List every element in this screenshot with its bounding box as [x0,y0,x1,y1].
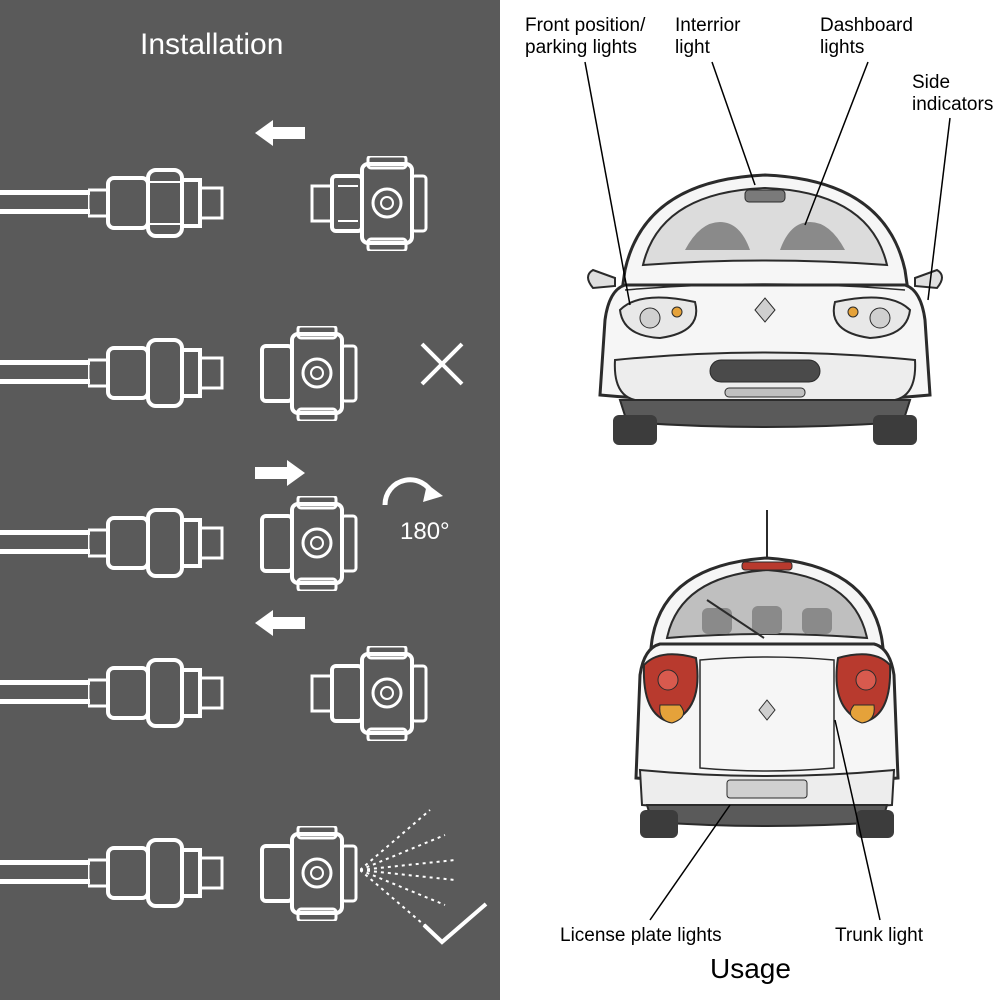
arrow-right-icon [255,460,305,486]
led-bulb-icon [240,496,360,591]
x-mark-icon [418,340,466,388]
install-step-4 [0,640,500,760]
label-line: Side [912,72,950,93]
wires [0,360,90,384]
label-line: indicators [912,94,993,115]
led-bulb-icon [240,326,360,421]
led-bulb-icon [310,156,430,251]
check-mark-icon [420,900,490,950]
socket-icon [88,508,238,578]
leader-lines [500,0,1000,1000]
wires [0,680,90,704]
wires [0,190,90,214]
socket-icon [88,168,238,238]
label-line: Dashboard [820,15,913,36]
socket-icon [88,838,238,908]
label-trunk-light: Trunk light [835,925,923,947]
label-line: Front position/ [525,15,645,36]
label-line: Interrior [675,15,740,36]
socket-icon [88,658,238,728]
wires [0,530,90,554]
label-dashboard: Dashboard lights [820,15,913,59]
led-bulb-icon [240,826,360,921]
label-license-plate: License plate lights [560,925,722,947]
installation-title: Installation [140,28,283,62]
label-line: License plate lights [560,925,722,946]
arrow-left-icon [255,610,305,636]
installation-panel: Installation [0,0,500,1000]
wires [0,860,90,884]
led-bulb-icon [310,646,430,741]
label-front-parking: Front position/ parking lights [525,15,645,59]
label-line: lights [820,37,864,58]
rotate-icon [375,470,445,520]
label-line: light [675,37,710,58]
label-line: parking lights [525,37,637,58]
socket-icon [88,338,238,408]
usage-panel: Usage [500,0,1000,1000]
label-interior: Interrior light [675,15,740,59]
install-step-1 [0,150,500,270]
arrow-left-icon [255,120,305,146]
rotation-label: 180° [400,518,450,546]
label-line: Trunk light [835,925,923,946]
label-side-indicators: Side indicators [912,72,993,116]
